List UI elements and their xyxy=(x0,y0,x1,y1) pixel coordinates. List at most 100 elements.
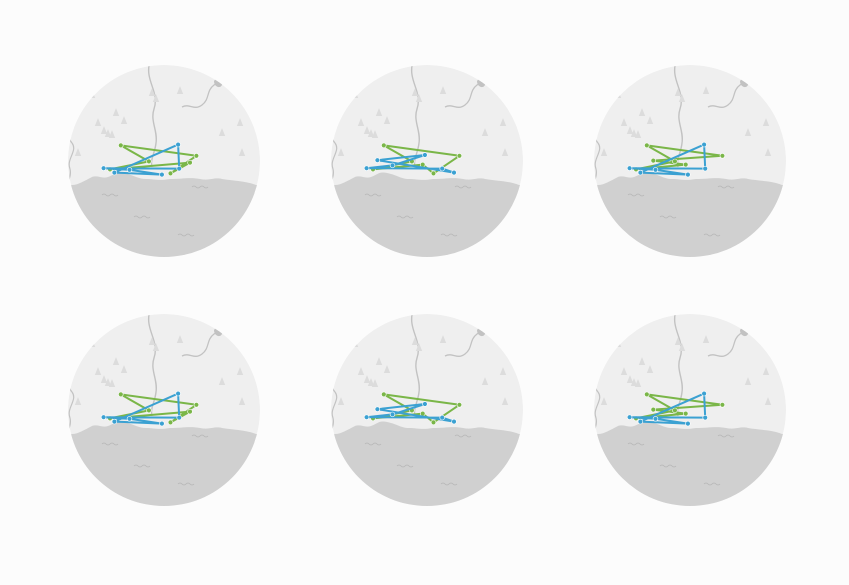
tree-icon xyxy=(620,367,628,375)
wave-label-icon xyxy=(454,434,472,438)
tree-icon xyxy=(744,377,752,385)
waypoint-dot-icon xyxy=(430,170,437,177)
map-panel-3 xyxy=(594,65,786,257)
tree-icon xyxy=(678,343,686,351)
tree-icon xyxy=(375,357,383,365)
waypoint-dot-icon xyxy=(167,419,174,426)
waypoint-dot-icon xyxy=(685,171,691,178)
tree-icon xyxy=(88,339,96,347)
tree-icon xyxy=(74,397,82,405)
tree-icon xyxy=(415,94,423,102)
wave-label-icon xyxy=(659,215,677,219)
wave-label-icon xyxy=(177,482,195,486)
waypoint-dot-icon xyxy=(626,414,633,420)
tree-icon xyxy=(499,367,507,375)
tree-icon xyxy=(620,118,628,126)
waypoint-dot-icon xyxy=(167,170,174,177)
tree-icon xyxy=(363,126,371,134)
waypoint-dot-icon xyxy=(644,142,650,149)
tree-icon xyxy=(678,94,686,102)
tree-icon xyxy=(371,379,379,387)
map-panel-5 xyxy=(331,314,523,506)
waypoint-dot-icon xyxy=(682,161,689,168)
tree-icon xyxy=(100,375,108,383)
tree-icon xyxy=(367,129,375,137)
tree-icon xyxy=(630,129,638,137)
tree-icon xyxy=(501,148,509,156)
wave-label-icon xyxy=(101,442,119,446)
tree-icon xyxy=(112,357,120,365)
waypoint-dot-icon xyxy=(456,153,463,159)
wave-label-icon xyxy=(659,464,677,468)
tree-icon xyxy=(94,118,102,126)
waypoint-dot-icon xyxy=(381,391,387,398)
waypoint-dot-icon xyxy=(672,407,678,414)
tree-icon xyxy=(337,148,345,156)
wave-label-icon xyxy=(440,233,458,237)
tree-icon xyxy=(238,397,246,405)
lake-area xyxy=(68,172,260,257)
tree-icon xyxy=(501,397,509,405)
tree-icon xyxy=(104,378,112,386)
waypoint-dot-icon xyxy=(175,390,181,397)
waypoint-dot-icon xyxy=(146,158,152,165)
tree-icon xyxy=(108,379,116,387)
wave-label-icon xyxy=(454,185,472,189)
waypoint-dot-icon xyxy=(637,169,644,176)
waypoint-dot-icon xyxy=(439,414,445,421)
wave-label-icon xyxy=(440,482,458,486)
tree-icon xyxy=(176,86,184,94)
tree-icon xyxy=(646,365,654,373)
waypoint-dot-icon xyxy=(126,167,133,173)
waypoint-dot-icon xyxy=(456,402,463,408)
waypoint-dot-icon xyxy=(100,414,107,420)
wave-label-icon xyxy=(396,464,414,468)
waypoint-dot-icon xyxy=(176,165,182,172)
waypoint-dot-icon xyxy=(374,406,381,412)
waypoint-dot-icon xyxy=(439,165,445,172)
tree-icon xyxy=(626,126,634,134)
wave-label-icon xyxy=(703,233,721,237)
tree-icon xyxy=(600,397,608,405)
tree-icon xyxy=(152,343,160,351)
waypoint-dot-icon xyxy=(650,157,656,164)
tree-icon xyxy=(108,130,116,138)
tree-icon xyxy=(764,148,772,156)
tree-icon xyxy=(630,378,638,386)
tree-icon xyxy=(674,88,682,96)
tree-icon xyxy=(638,108,646,116)
tree-icon xyxy=(357,118,365,126)
waypoint-dot-icon xyxy=(652,167,659,173)
tree-icon xyxy=(415,343,423,351)
waypoint-dot-icon xyxy=(451,418,457,425)
waypoint-dot-icon xyxy=(363,165,370,171)
waypoint-dot-icon xyxy=(118,142,124,149)
waypoint-dot-icon xyxy=(430,419,437,426)
waypoint-dot-icon xyxy=(702,165,708,172)
waypoint-dot-icon xyxy=(637,418,644,425)
tree-icon xyxy=(646,116,654,124)
lake-area xyxy=(594,421,786,506)
tree-icon xyxy=(152,94,160,102)
waypoint-dot-icon xyxy=(193,402,200,408)
waypoint-dot-icon xyxy=(100,165,107,171)
tree-icon xyxy=(614,90,622,98)
tree-icon xyxy=(367,378,375,386)
waypoint-dot-icon xyxy=(159,420,165,427)
tree-icon xyxy=(634,130,642,138)
waypoint-dot-icon xyxy=(381,142,387,149)
tree-icon xyxy=(383,365,391,373)
waypoint-dot-icon xyxy=(451,169,457,176)
tree-icon xyxy=(499,118,507,126)
tree-icon xyxy=(600,148,608,156)
waypoint-dot-icon xyxy=(146,407,152,414)
tree-icon xyxy=(762,118,770,126)
tree-icon xyxy=(674,337,682,345)
waypoint-dot-icon xyxy=(652,416,659,422)
wave-label-icon xyxy=(703,482,721,486)
waypoint-dot-icon xyxy=(682,410,689,417)
wave-label-icon xyxy=(101,193,119,197)
wave-label-icon xyxy=(717,185,735,189)
tree-icon xyxy=(148,337,156,345)
